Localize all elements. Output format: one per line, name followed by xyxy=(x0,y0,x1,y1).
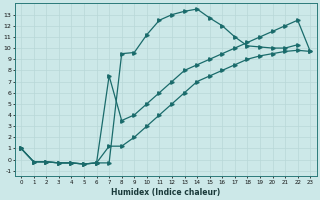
X-axis label: Humidex (Indice chaleur): Humidex (Indice chaleur) xyxy=(111,188,220,197)
